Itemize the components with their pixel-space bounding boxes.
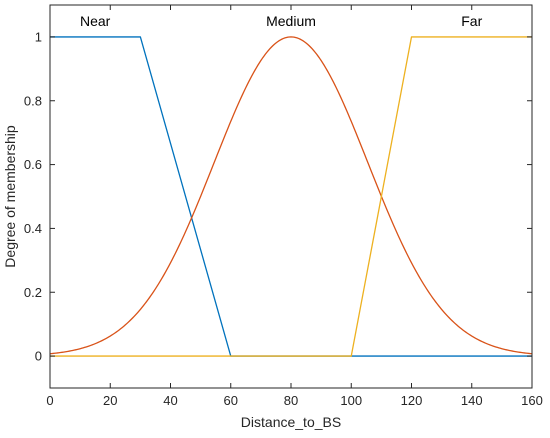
- y-tick-label: 0.2: [24, 285, 42, 300]
- x-tick-label: 140: [461, 393, 483, 408]
- y-tick-label: 0.6: [24, 157, 42, 172]
- x-axis-title: Distance_to_BS: [241, 414, 341, 430]
- series-line-far: [50, 36, 532, 357]
- label-far: Far: [461, 13, 482, 29]
- x-tick-label: 20: [103, 393, 117, 408]
- series-line-medium: [49, 36, 533, 355]
- label-medium: Medium: [266, 13, 316, 29]
- plot-background: [50, 5, 532, 388]
- x-tick-label: 120: [401, 393, 423, 408]
- annotation-group: Near Medium Far: [80, 13, 483, 29]
- x-tick-label: 160: [521, 393, 543, 408]
- y-tick-label: 0: [35, 349, 42, 364]
- x-tick-label: 80: [284, 393, 298, 408]
- x-tick-label: 100: [340, 393, 362, 408]
- x-tick-label: 0: [46, 393, 53, 408]
- axes-group: 0 20 40 60 80 100 120 140 160 0 0.2 0.4 0.6 0.8 1: [24, 4, 543, 408]
- series-line-near: [50, 36, 532, 357]
- x-tick-label: 40: [163, 393, 177, 408]
- series-group: [49, 36, 533, 357]
- plot-area: [50, 5, 532, 388]
- y-tick-label: 0.8: [24, 93, 42, 108]
- y-tick-label: 1: [35, 29, 42, 44]
- label-near: Near: [80, 13, 111, 29]
- y-axis-title: Degree of membership: [2, 125, 18, 268]
- x-tick-label: 60: [224, 393, 238, 408]
- y-tick-label: 0.4: [24, 221, 42, 236]
